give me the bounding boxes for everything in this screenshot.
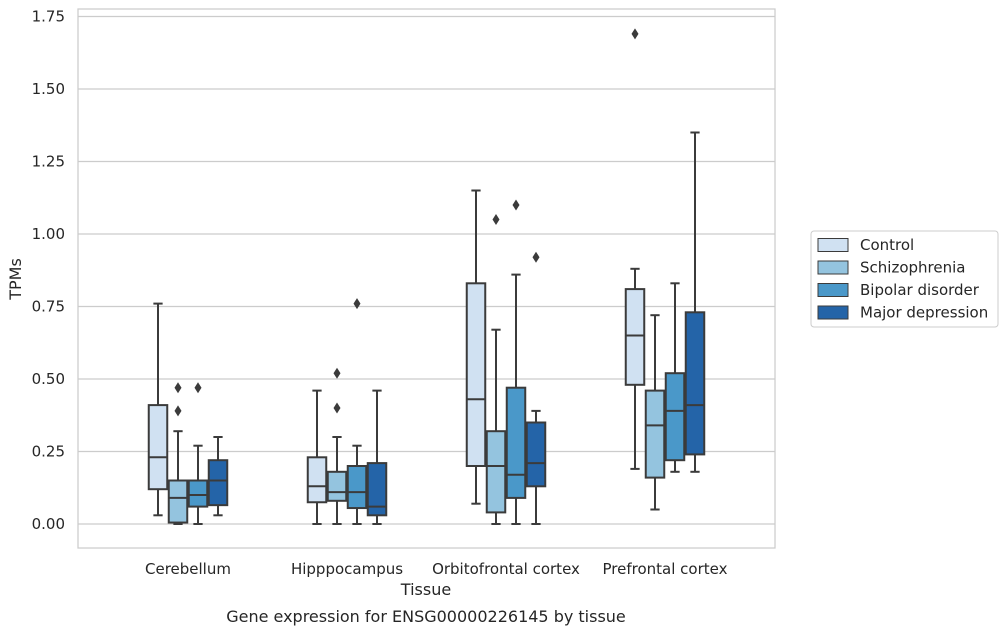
box-group xyxy=(465,189,487,505)
box-group xyxy=(346,298,368,525)
x-tick-label: Cerebellum xyxy=(145,560,231,578)
box-iqr xyxy=(505,386,527,499)
box-group xyxy=(326,367,348,525)
outlier-point xyxy=(492,214,500,225)
outlier-point xyxy=(512,199,520,211)
legend-label: Control xyxy=(860,236,914,254)
x-tick-label: Orbitofrontal cortex xyxy=(432,560,580,578)
box-iqr xyxy=(366,462,388,517)
box-group xyxy=(624,28,646,470)
y-axis-title: TPMs xyxy=(6,258,25,301)
box-group xyxy=(664,282,686,473)
box-group xyxy=(485,214,507,525)
outlier-point xyxy=(194,382,202,394)
box-iqr xyxy=(346,465,368,510)
box-group xyxy=(207,436,229,517)
box-iqr xyxy=(187,479,209,508)
chart-title: Gene expression for ENSG00000226145 by t… xyxy=(226,607,626,626)
legend-swatch xyxy=(817,260,849,275)
box-iqr xyxy=(207,459,229,507)
box-iqr xyxy=(326,470,348,502)
outlier-point xyxy=(174,382,182,394)
box-iqr xyxy=(664,372,686,462)
boxes xyxy=(147,28,706,525)
outlier-point xyxy=(174,405,182,417)
box-group xyxy=(306,389,328,525)
box-iqr xyxy=(525,421,547,488)
plot-frame xyxy=(77,8,776,549)
box-iqr xyxy=(485,430,507,514)
box-group xyxy=(147,302,169,517)
legend-swatch xyxy=(817,238,849,252)
y-tick-label: 0.50 xyxy=(32,370,65,388)
x-tick-label: Hipppocampus xyxy=(291,560,403,578)
box-iqr xyxy=(167,479,189,524)
box-group xyxy=(644,314,666,511)
outlier-point xyxy=(333,367,341,379)
y-tick-label: 1.50 xyxy=(32,80,65,98)
legend-swatch xyxy=(817,305,849,320)
box-iqr xyxy=(624,288,646,386)
box-iqr xyxy=(644,389,666,479)
box-group xyxy=(505,199,527,525)
x-axis-title: Tissue xyxy=(400,580,451,599)
y-tick-label: 1.00 xyxy=(32,225,65,243)
legend-swatch xyxy=(817,283,849,297)
box-group xyxy=(167,382,189,525)
outlier-point xyxy=(532,251,540,263)
box-group xyxy=(684,131,706,473)
legend-label: Schizophrenia xyxy=(860,259,965,277)
outlier-point xyxy=(631,28,639,40)
box-group xyxy=(187,382,209,525)
box-iqr xyxy=(465,282,487,467)
legend-frame xyxy=(810,230,999,328)
box-group xyxy=(525,251,547,525)
legend: Control Schizophrenia Bipolar disorder Majo… xyxy=(810,230,999,328)
grid-lines xyxy=(78,15,775,525)
box-iqr xyxy=(306,456,328,504)
y-tick-labels: 0.00 0.25 0.50 0.75 1.00 1.25 1.50 1.75 xyxy=(32,8,65,534)
box-group xyxy=(366,389,388,525)
x-tick-labels: Cerebellum Hipppocampus Orbitofrontal cort… xyxy=(145,560,728,578)
y-tick-label: 0.00 xyxy=(32,515,65,533)
x-tick-label: Prefrontal cortex xyxy=(603,560,728,578)
box-iqr xyxy=(147,404,169,491)
box-iqr xyxy=(684,311,706,456)
legend-label: Major depression xyxy=(860,304,988,322)
legend-label: Bipolar disorder xyxy=(860,281,980,299)
y-tick-label: 1.25 xyxy=(32,153,65,171)
y-tick-label: 0.75 xyxy=(32,298,65,316)
outlier-point xyxy=(333,402,341,414)
y-tick-label: 1.75 xyxy=(32,8,65,26)
y-tick-label: 0.25 xyxy=(32,443,65,461)
outlier-point xyxy=(353,298,361,310)
